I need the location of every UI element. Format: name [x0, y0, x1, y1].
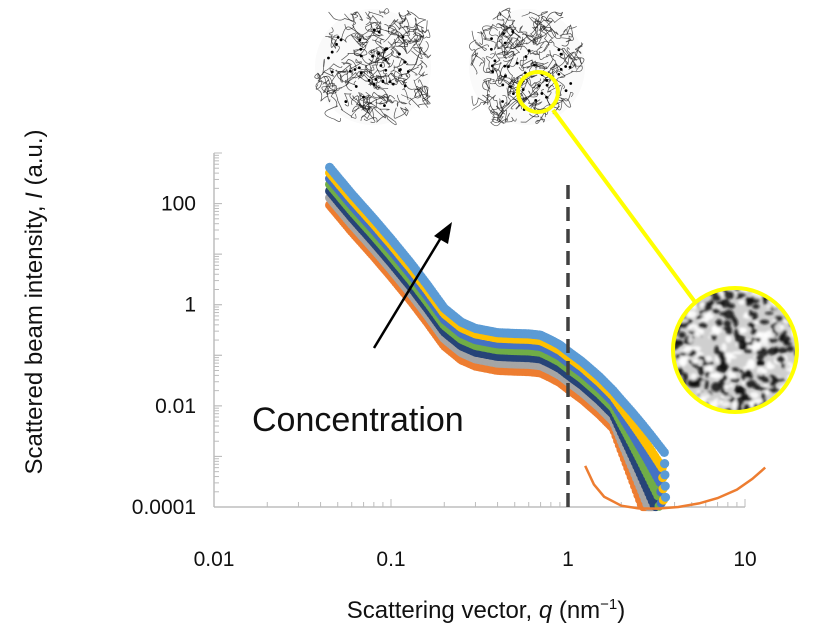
- x-tick-label: 0.1: [376, 548, 405, 571]
- zoomed-texture-inset: [671, 286, 799, 414]
- zoom-connector-line: [551, 108, 697, 304]
- concentration-arrow: [372, 222, 452, 349]
- y-tick-label: 1: [184, 294, 196, 317]
- y-tick-label: 100: [161, 193, 196, 216]
- x-axis-title: Scattering vector, q (nm−1): [347, 596, 626, 624]
- concentration-annotation: Concentration: [252, 401, 464, 439]
- data-series-layer: [325, 162, 671, 512]
- data-point: [660, 492, 671, 502]
- data-point: [660, 470, 670, 480]
- data-point: [660, 481, 670, 491]
- y-tick-label: 0.01: [155, 395, 196, 418]
- zoom-highlight-circle: [516, 70, 560, 114]
- x-tick-label: 0.01: [194, 548, 235, 571]
- data-point: [659, 447, 669, 458]
- fit-curve: [584, 465, 767, 510]
- data-point: [660, 459, 670, 469]
- x-tick-label: 1: [562, 548, 574, 571]
- polymer-coil-illustration-1: [314, 8, 432, 126]
- y-tick-label: 0.0001: [132, 496, 196, 519]
- y-axis-title: Scattered beam intensity, I (a.u.): [21, 129, 48, 474]
- data-series: [325, 162, 671, 502]
- x-tick-label: 10: [733, 548, 756, 571]
